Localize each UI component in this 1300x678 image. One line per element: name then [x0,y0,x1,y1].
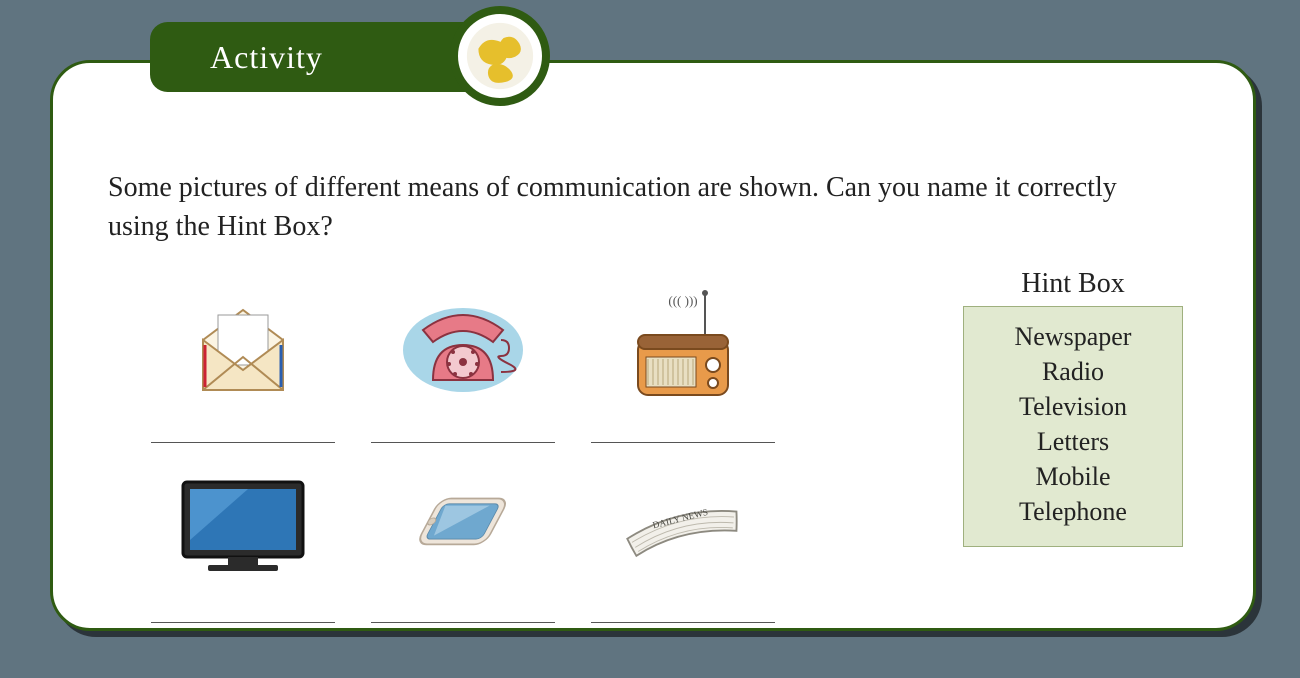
hint-item: Telephone [974,494,1172,529]
item-telephone [368,273,558,443]
hint-item: Newspaper [974,319,1172,354]
hint-item: Radio [974,354,1172,389]
hint-item: Mobile [974,459,1172,494]
picture-grid: ((( ))) [148,273,788,623]
item-television [148,453,338,623]
item-radio: ((( ))) [588,273,778,443]
answer-input-5[interactable] [371,598,555,623]
envelope-icon [168,290,318,400]
answer-input-1[interactable] [151,418,335,443]
svg-text:((( ))): ((( ))) [668,293,697,308]
mobile-icon [388,470,538,580]
telephone-icon [388,290,538,400]
hint-box-title: Hint Box [963,268,1183,300]
hint-item: Letters [974,424,1172,459]
newspaper-icon: DAILY NEWS [608,470,758,580]
worksheet-stage: Some pictures of different means of comm… [0,0,1300,678]
answer-input-3[interactable] [591,418,775,443]
hint-box: Newspaper Radio Television Letters Mobil… [963,306,1183,547]
item-mobile [368,453,558,623]
title-text: Activity [210,39,323,76]
hint-item: Television [974,389,1172,424]
radio-icon: ((( ))) [608,290,758,400]
answer-input-4[interactable] [151,598,335,623]
hint-box-section: Hint Box Newspaper Radio Television Lett… [963,268,1183,547]
item-letters [148,273,338,443]
activity-card: Some pictures of different means of comm… [50,60,1256,631]
answer-input-6[interactable] [591,598,775,623]
answer-input-2[interactable] [371,418,555,443]
item-newspaper: DAILY NEWS [588,453,778,623]
globe-icon [464,20,536,92]
globe-badge [450,6,550,106]
television-icon [168,470,318,580]
prompt-text: Some pictures of different means of comm… [108,168,1148,246]
